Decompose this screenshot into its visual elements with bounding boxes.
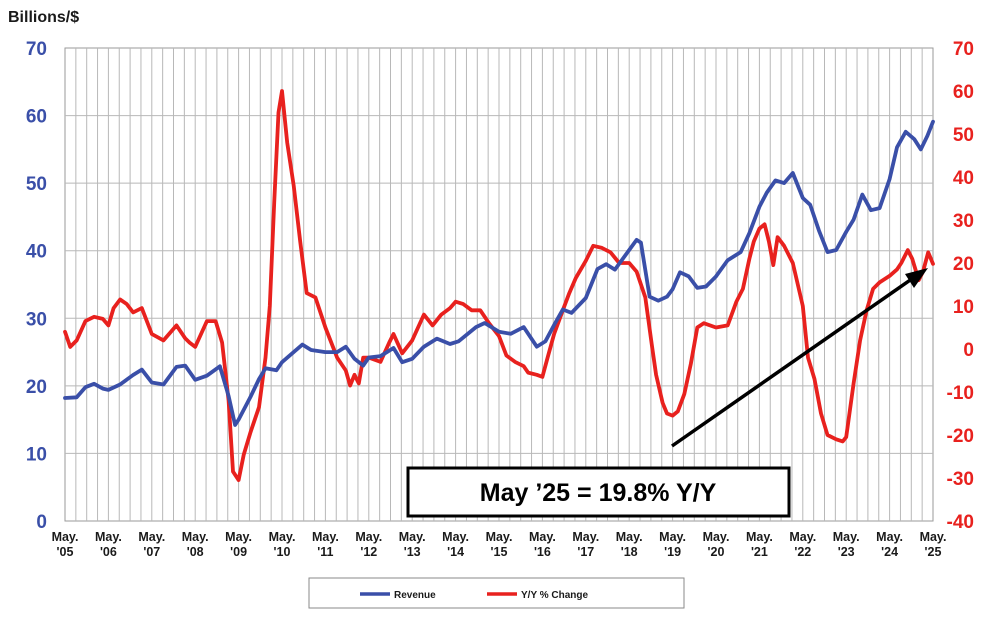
x-axis-tick-label-year: '15 (491, 545, 508, 559)
x-axis-tick-label-year: '06 (100, 545, 117, 559)
x-axis-tick-label: May. (920, 530, 947, 544)
right-axis-tick-label: 0 (963, 340, 974, 361)
annotation-box: May ’25 = 19.8% Y/Y (406, 466, 791, 518)
legend-label: Revenue (394, 590, 436, 601)
x-axis-tick-label-year: '25 (925, 545, 942, 559)
left-axis-ticks: 0 10 20 30 40 50 60 70 (26, 39, 47, 533)
x-axis-tick-label: May. (95, 530, 122, 544)
x-axis-tick-label-year: '10 (274, 545, 291, 559)
x-axis-tick-label: May. (182, 530, 209, 544)
x-axis-tick-label-year: '12 (360, 545, 377, 559)
x-axis-tick-label: May. (529, 530, 556, 544)
annotation-frame (406, 466, 791, 518)
right-axis-tick-label: 50 (953, 125, 974, 146)
x-axis-ticks: May.'05May.'06May.'07May.'08May.'09May.'… (52, 530, 947, 559)
left-axis-tick-label: 70 (26, 39, 47, 60)
trend-arrow (670, 268, 928, 448)
x-axis-tick-label: May. (572, 530, 599, 544)
x-axis-tick-label: May. (659, 530, 686, 544)
x-axis-tick-label-year: '16 (534, 545, 551, 559)
x-axis-tick-label-year: '09 (230, 545, 247, 559)
x-axis-tick-label-year: '08 (187, 545, 204, 559)
x-axis-tick-label: May. (312, 530, 339, 544)
grid-lines (64, 47, 934, 522)
x-axis-tick-label-year: '22 (794, 545, 811, 559)
x-axis-tick-label-year: '19 (664, 545, 681, 559)
x-axis-tick-label: May. (486, 530, 513, 544)
x-axis-tick-label-year: '11 (317, 545, 333, 559)
right-axis-tick-label: -10 (947, 383, 974, 404)
x-axis-tick-label: May. (225, 530, 252, 544)
x-axis-tick-label: May. (399, 530, 426, 544)
x-axis-tick-label: May. (355, 530, 382, 544)
left-axis-unit-label: Billions/$ (8, 9, 79, 26)
right-axis-tick-label: -20 (947, 426, 974, 447)
x-axis-tick-label: May. (876, 530, 903, 544)
x-axis-tick-label-year: '14 (447, 545, 464, 559)
series-line-yoy-change (63, 89, 935, 483)
series-line-revenue (63, 119, 935, 427)
right-axis-tick-label: 60 (953, 82, 974, 103)
x-axis-tick-label: May. (703, 530, 730, 544)
annotation-text: May ’25 = 19.8% Y/Y (480, 479, 717, 507)
right-axis-tick-label: -40 (947, 512, 974, 533)
left-axis-tick-label: 40 (26, 242, 47, 263)
legend-label: Y/Y % Change (521, 590, 588, 601)
right-axis-tick-label: -30 (947, 469, 974, 490)
x-axis-tick-label-year: '18 (621, 545, 638, 559)
right-axis-ticks: -40 -30 -20 -10 0 10 20 30 40 50 60 70 (947, 39, 974, 533)
left-axis-tick-label: 60 (26, 107, 47, 128)
x-axis-tick-label: May. (269, 530, 296, 544)
left-axis-tick-label: 10 (26, 444, 47, 465)
left-axis-tick-label: 0 (36, 512, 47, 533)
trend-arrow-head (905, 268, 928, 288)
x-axis-tick-label-year: '17 (577, 545, 594, 559)
x-axis-tick-label: May. (746, 530, 773, 544)
x-axis-tick-label-year: '23 (838, 545, 855, 559)
x-axis-tick-label-year: '21 (751, 545, 768, 559)
right-axis-tick-label: 30 (953, 211, 974, 232)
x-axis-tick-label: May. (616, 530, 643, 544)
x-axis-tick-label-year: '07 (143, 545, 160, 559)
left-axis-tick-label: 50 (26, 174, 47, 195)
legend: Revenue Y/Y % Change (308, 577, 685, 609)
right-axis-tick-label: 10 (953, 297, 974, 318)
x-axis-tick-label-year: '13 (404, 545, 421, 559)
left-axis-tick-label: 30 (26, 309, 47, 330)
x-axis-tick-label-year: '24 (881, 545, 898, 559)
x-axis-tick-label: May. (833, 530, 860, 544)
trend-arrow-shaft (670, 274, 918, 448)
x-axis-tick-label: May. (442, 530, 469, 544)
x-axis-tick-label: May. (52, 530, 79, 544)
x-axis-tick-label: May. (789, 530, 816, 544)
x-axis-tick-label-year: '20 (708, 545, 725, 559)
right-axis-tick-label: 40 (953, 168, 974, 189)
x-axis-tick-label-year: '05 (57, 545, 74, 559)
right-axis-tick-label: 70 (953, 39, 974, 60)
right-axis-tick-label: 20 (953, 254, 974, 275)
left-axis-tick-label: 20 (26, 377, 47, 398)
series-lines (63, 89, 935, 483)
x-axis-tick-label: May. (138, 530, 165, 544)
